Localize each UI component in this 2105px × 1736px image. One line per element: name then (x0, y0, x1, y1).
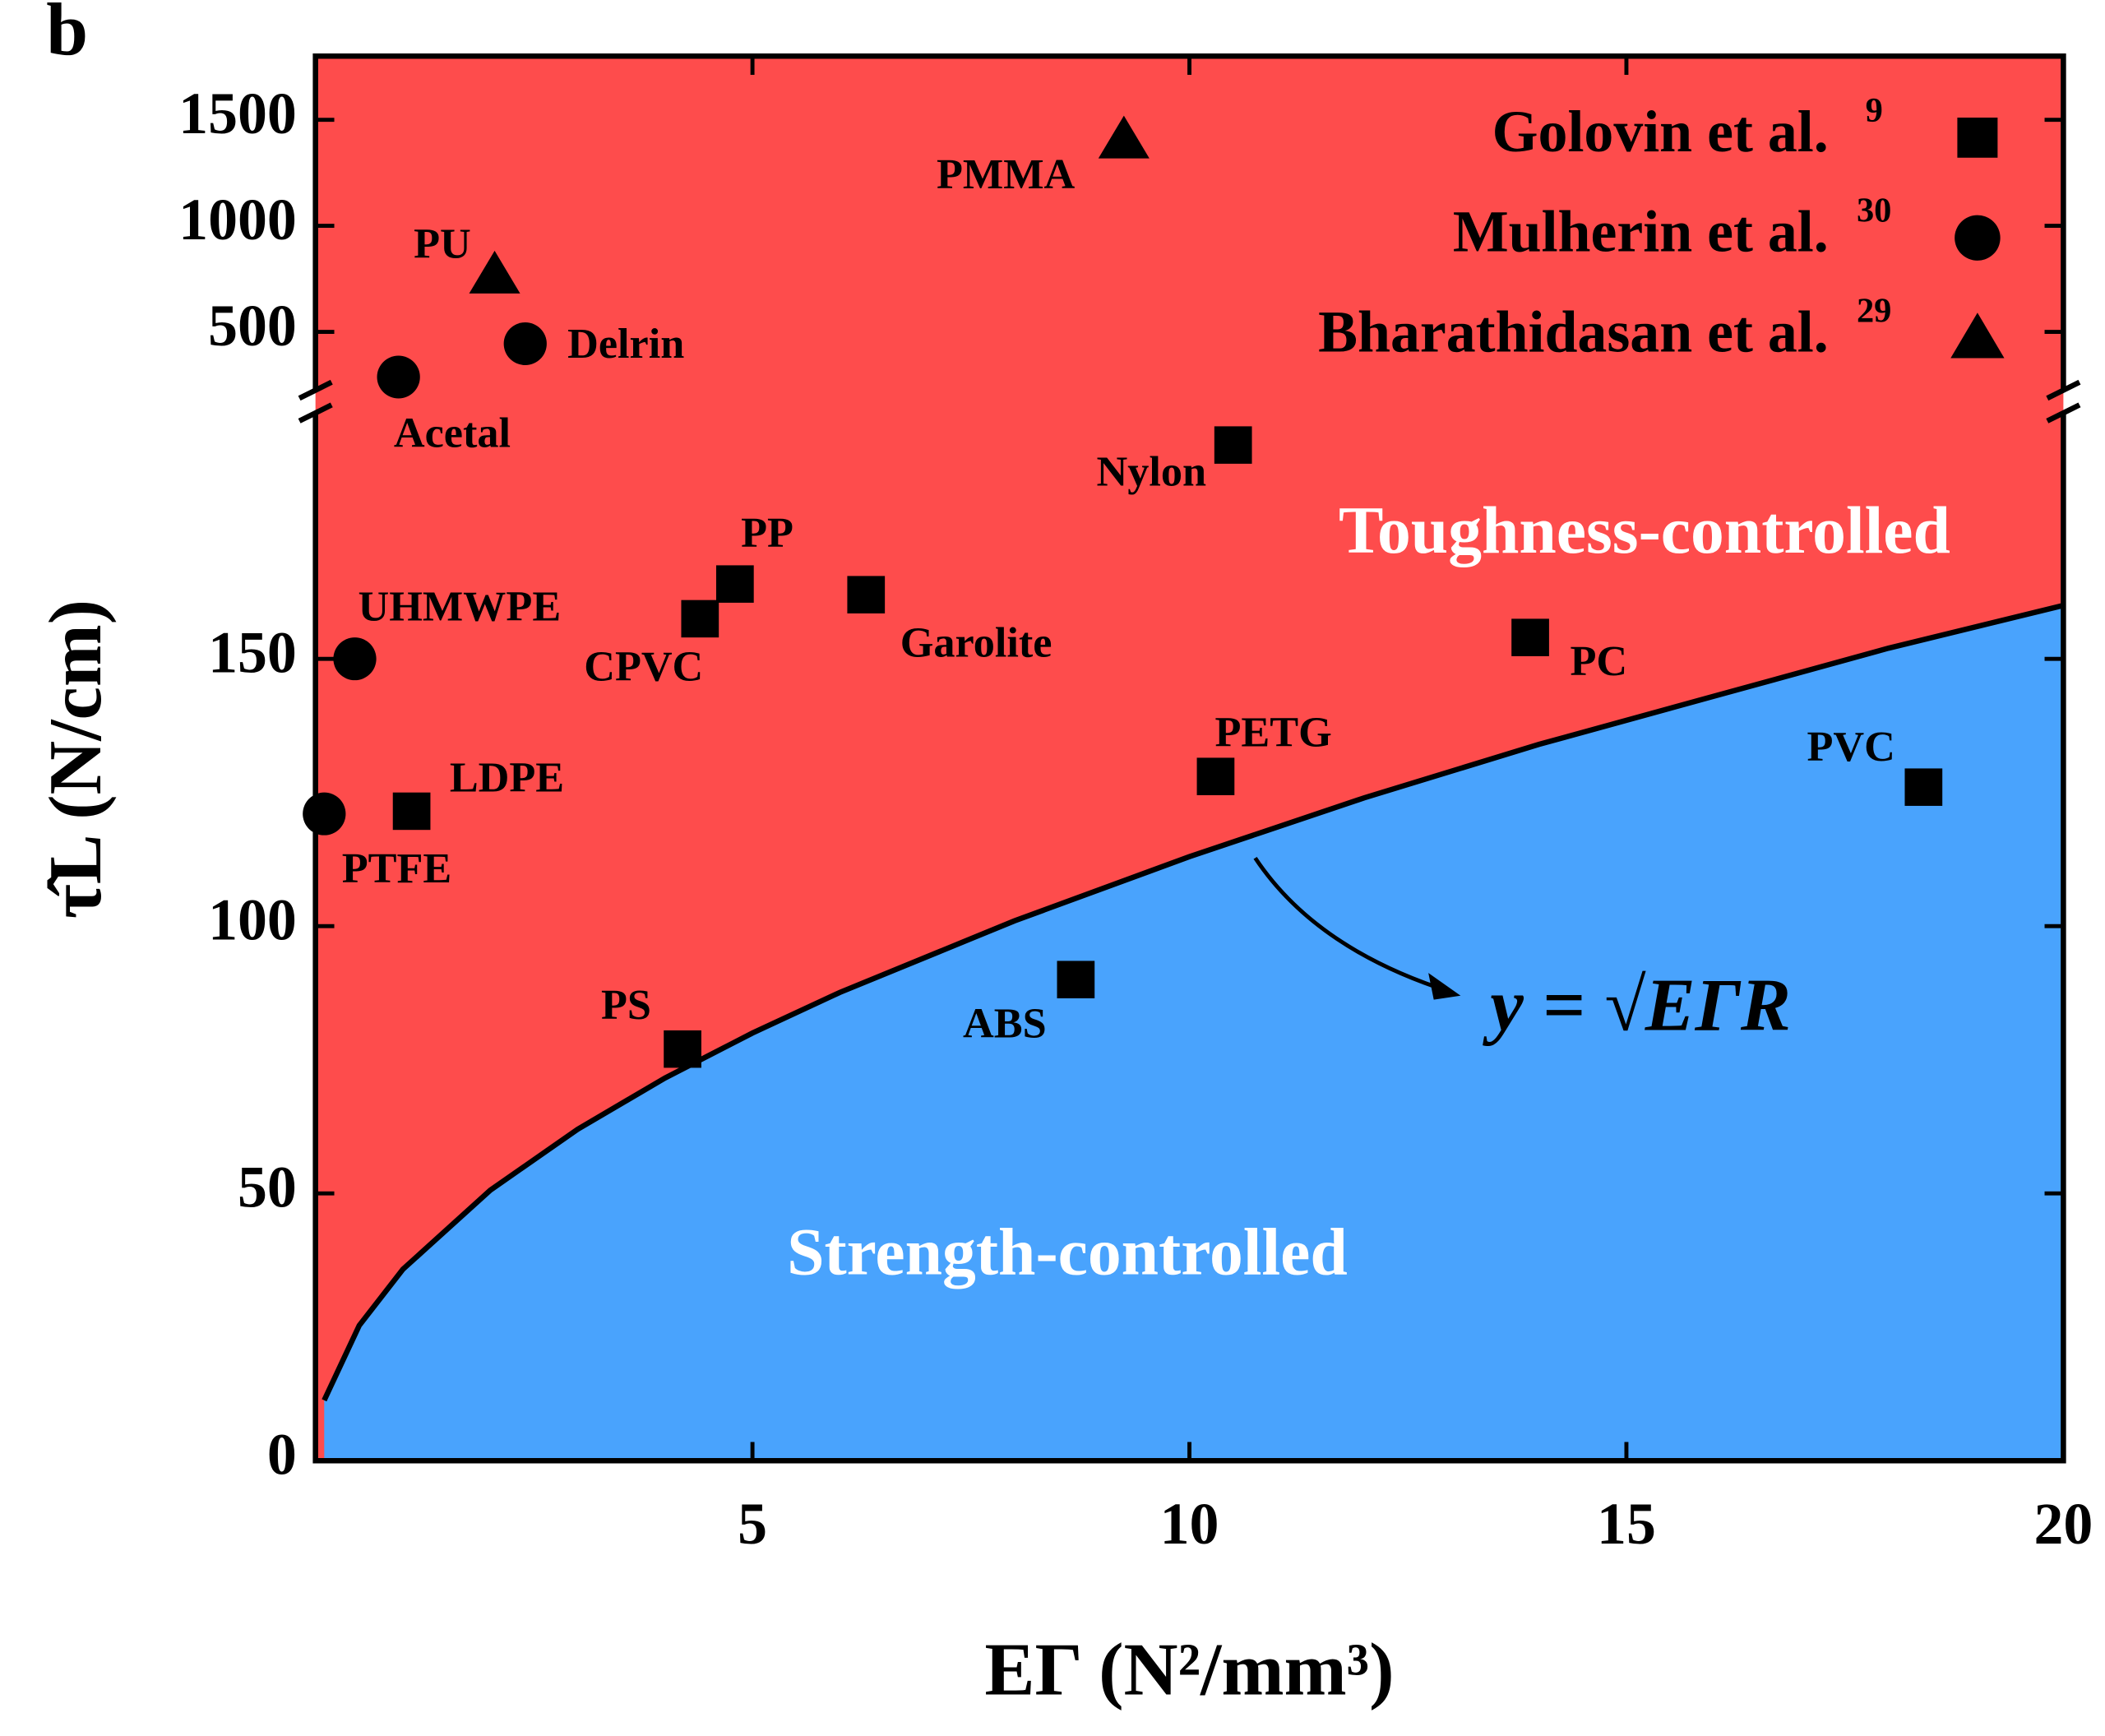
point-label: CPVC (584, 644, 703, 691)
y-tick-label: 1500 (178, 81, 297, 146)
x-axis-label: EΓ (N²/mm³) (985, 1628, 1395, 1711)
x-tick-label: 5 (738, 1491, 767, 1557)
y-tick-label: 500 (208, 293, 297, 359)
marker-square (1904, 768, 1943, 806)
marker-triangle (1098, 115, 1150, 159)
marker-circle (377, 355, 420, 399)
marker-triangle (1950, 312, 2005, 359)
legend-label: Golovin et al. (1492, 99, 1829, 164)
point-label: Garolite (900, 620, 1052, 667)
panel-label: b (46, 0, 88, 71)
marker-triangle (469, 250, 520, 294)
x-tick-label: 20 (2033, 1491, 2093, 1557)
axis-break (2046, 379, 2081, 401)
legend-label: Mulherin et al. (1453, 199, 1829, 265)
lower-region (324, 605, 2064, 1461)
marker-square (1957, 118, 1998, 158)
marker-square (664, 1030, 701, 1068)
point-label: Acetal (394, 410, 511, 457)
y-axis-label: τ̂L (N/cm) (34, 599, 117, 919)
marker-square (847, 576, 886, 613)
legend-label: Bharathidasan et al. (1318, 299, 1829, 365)
legend-ref: 9 (1866, 91, 1883, 130)
axis-break (298, 402, 333, 424)
y-tick-label: 0 (267, 1422, 297, 1488)
arrow (1253, 856, 1451, 994)
marker-square (392, 792, 431, 831)
point-label: PU (414, 221, 471, 268)
arrow-head (1428, 973, 1461, 1000)
point-label: PS (601, 982, 651, 1029)
point-label: LDPE (450, 755, 564, 802)
marker-circle (503, 322, 547, 365)
region-label: Toughness-controlled (1339, 493, 1950, 567)
point-label: PETG (1215, 709, 1332, 756)
marker-square (1511, 618, 1549, 656)
point-label: PMMA (937, 151, 1076, 198)
legend-ref: 29 (1857, 292, 1891, 331)
point-label: PTFE (342, 845, 451, 892)
point-label: PP (741, 510, 793, 557)
fit-curve (322, 603, 2065, 1402)
axis-break (298, 379, 333, 401)
legend-ref: 30 (1857, 192, 1891, 230)
y-tick-label: 100 (208, 887, 297, 953)
x-tick-label: 10 (1160, 1491, 1219, 1557)
marker-circle (1955, 215, 2001, 261)
point-label: PC (1570, 638, 1627, 685)
marker-circle (303, 792, 346, 836)
point-label: UHMWPE (359, 584, 562, 631)
point-label: Nylon (1097, 449, 1207, 496)
y-tick-label: 150 (208, 620, 297, 686)
y-tick-label: 1000 (178, 187, 297, 252)
axis-break (2046, 402, 2081, 424)
marker-square (1057, 961, 1095, 998)
point-label: PVC (1807, 724, 1894, 771)
region-label: Strength-controlled (787, 1215, 1348, 1289)
point-label: ABS (963, 1001, 1047, 1048)
y-tick-label: 50 (238, 1155, 297, 1220)
marker-square (681, 599, 719, 638)
point-label: Delrin (567, 321, 684, 368)
x-tick-label: 15 (1597, 1491, 1656, 1557)
equation: y = √EΓR (1482, 964, 1791, 1047)
marker-square (715, 565, 754, 603)
marker-square (1196, 757, 1235, 795)
marker-square (1214, 426, 1252, 464)
marker-circle (333, 637, 377, 681)
